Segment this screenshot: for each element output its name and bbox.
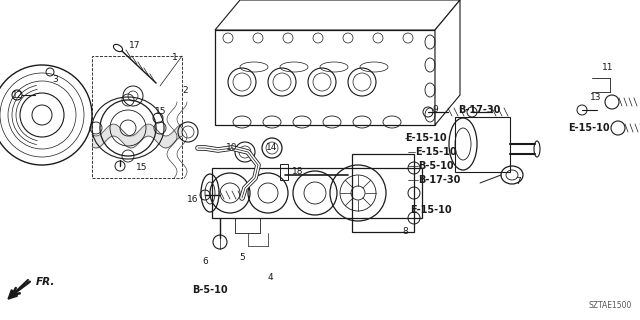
Text: 10: 10	[227, 143, 237, 153]
Text: 17: 17	[129, 41, 141, 50]
Text: 15: 15	[155, 108, 166, 116]
Text: FR.: FR.	[36, 277, 56, 287]
Bar	[280, 164, 288, 180]
Text: 6: 6	[202, 258, 208, 267]
Bar	[352, 154, 414, 232]
Text: E-15-10: E-15-10	[415, 147, 456, 157]
Text: 12: 12	[12, 91, 24, 100]
Text: 8: 8	[402, 228, 408, 236]
Polygon shape	[215, 0, 460, 30]
Text: 2: 2	[182, 85, 188, 94]
Text: E-15-10: E-15-10	[568, 123, 610, 133]
Text: 16: 16	[186, 196, 198, 204]
Text: B-5-10: B-5-10	[192, 285, 228, 295]
Text: 15: 15	[136, 164, 148, 172]
Text: 14: 14	[266, 143, 278, 153]
Text: SZTAE1500: SZTAE1500	[589, 301, 632, 310]
Text: 18: 18	[292, 167, 304, 177]
Text: 11: 11	[602, 63, 614, 73]
Polygon shape	[435, 0, 460, 125]
Text: 13: 13	[590, 93, 602, 102]
Text: 3: 3	[52, 76, 58, 84]
Text: 5: 5	[239, 253, 245, 262]
Text: 1: 1	[172, 53, 178, 62]
Bar	[212, 168, 422, 218]
Text: 9: 9	[432, 106, 438, 115]
Text: B-17-30: B-17-30	[418, 175, 460, 185]
Text: E-15-10: E-15-10	[410, 205, 452, 215]
Text: 7: 7	[515, 178, 521, 187]
Bar	[92, 56, 182, 178]
Text: B-5-10: B-5-10	[418, 161, 454, 171]
Text: E-15-10: E-15-10	[405, 133, 447, 143]
Text: 4: 4	[267, 274, 273, 283]
Bar	[455, 117, 510, 172]
Bar	[215, 30, 435, 125]
Text: B-17-30: B-17-30	[458, 105, 500, 115]
